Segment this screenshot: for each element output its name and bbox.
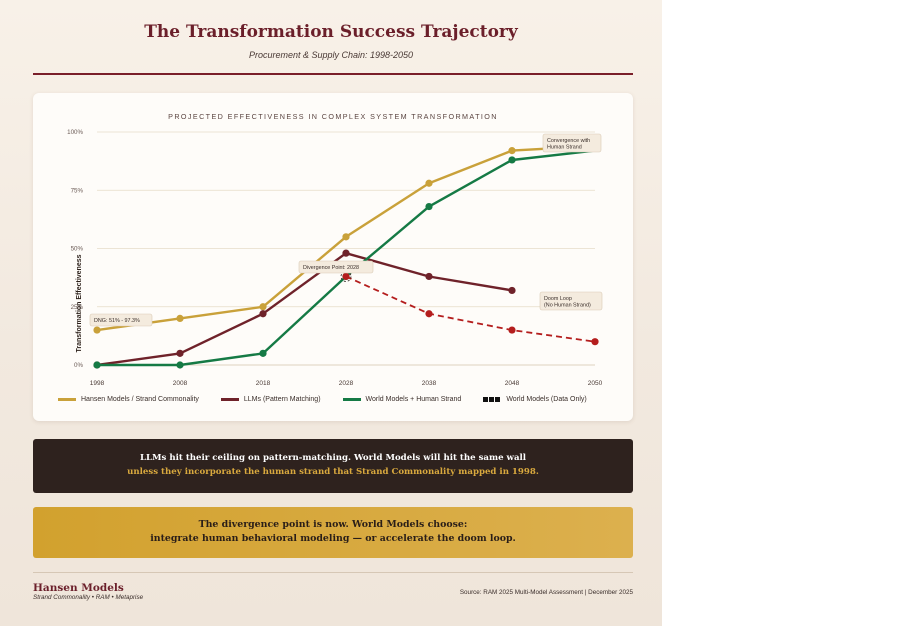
series-line-2 bbox=[97, 149, 596, 367]
data-point bbox=[93, 361, 101, 369]
data-point bbox=[259, 349, 267, 357]
data-point bbox=[425, 310, 433, 318]
annotation-box-1 bbox=[298, 260, 374, 274]
x-tick-label: 2048 bbox=[505, 380, 520, 387]
annotation-box-0 bbox=[89, 313, 153, 327]
insight-line-1: LLMs hit their ceiling on pattern-matchi… bbox=[139, 453, 527, 463]
title-divider bbox=[33, 73, 633, 75]
data-point bbox=[425, 202, 433, 211]
annotation-box-2 bbox=[542, 133, 602, 153]
legend-item-hansen: Hansen Models / Strand Commonality bbox=[58, 396, 199, 403]
legend-label-world-data: World Models (Data Only) bbox=[506, 395, 587, 403]
footer-brand: Hansen Models bbox=[33, 582, 124, 594]
annotation-box-3 bbox=[539, 291, 603, 311]
data-point bbox=[425, 272, 433, 281]
y-tick-label: 25% bbox=[71, 304, 84, 311]
legend-swatch-hansen bbox=[58, 397, 76, 401]
data-point bbox=[508, 326, 516, 334]
y-tick-label: 50% bbox=[71, 246, 84, 253]
data-point bbox=[176, 314, 184, 322]
x-tick-label: 1998 bbox=[90, 380, 105, 387]
legend-label-llms: LLMs (Pattern Matching) bbox=[243, 395, 321, 403]
chart-title: PROJECTED EFFECTIVENESS IN COMPLEX SYSTE… bbox=[168, 112, 498, 121]
x-tick-label: 2050 bbox=[588, 380, 603, 387]
legend-swatch-llms bbox=[220, 397, 239, 401]
report-page: The Transformation Success Trajectory Pr… bbox=[0, 0, 662, 626]
y-axis-title: Transformation Effectiveness bbox=[76, 254, 83, 352]
y-tick-label: 100% bbox=[67, 129, 83, 136]
chart-card: PROJECTED EFFECTIVENESS IN COMPLEX SYSTE… bbox=[33, 93, 633, 421]
callout-line-1: The divergence point is now. World Model… bbox=[198, 519, 468, 530]
legend-item-world-human: World Models + Human Strand bbox=[342, 395, 462, 403]
data-point bbox=[342, 233, 350, 241]
annotation-label-3: Doom Loop (No Human Strand) bbox=[544, 296, 591, 309]
data-point bbox=[342, 272, 350, 281]
annotation-label-2: Convergence with Human Strand bbox=[547, 138, 590, 151]
data-point bbox=[176, 361, 184, 369]
line-chart: 0% 25% 50% 75% 100% 1998 2008 2018 2028 2038 2048 2… bbox=[67, 129, 603, 387]
data-point bbox=[93, 326, 101, 334]
legend-label-hansen: Hansen Models / Strand Commonality bbox=[81, 395, 199, 403]
callout-panel: The divergence point is now. World Model… bbox=[33, 507, 633, 558]
annotation-label-0: DNG: 51% - 97.3% bbox=[94, 318, 140, 324]
data-point bbox=[259, 303, 267, 311]
legend-swatch-world-data bbox=[483, 396, 501, 402]
data-point bbox=[508, 286, 516, 295]
chart-legend: Hansen Models / Strand Commonality LLMs … bbox=[58, 393, 609, 405]
data-point bbox=[591, 338, 599, 346]
x-tick-label: 2018 bbox=[256, 380, 271, 387]
insight-line-2: unless they incorporate the human strand… bbox=[127, 467, 539, 477]
legend-label-world-human: World Models + Human Strand bbox=[365, 395, 462, 403]
x-tick-label: 2038 bbox=[422, 380, 437, 387]
x-tick-label: 2028 bbox=[339, 380, 354, 387]
data-point bbox=[508, 156, 516, 164]
page-subtitle: Procurement & Supply Chain: 1998-2050 bbox=[248, 50, 414, 60]
data-point bbox=[342, 249, 350, 257]
y-tick-label: 75% bbox=[71, 187, 84, 194]
annotation-label-1: Divergence Point: 2028 bbox=[303, 265, 359, 271]
legend-item-world-data: World Models (Data Only) bbox=[483, 395, 587, 403]
data-point bbox=[425, 179, 433, 187]
footer-source: Source: RAM 2025 Multi-Model Assessment … bbox=[459, 589, 633, 596]
divergence-marker bbox=[340, 271, 352, 282]
callout-line-2: integrate human behavioral modeling — or… bbox=[150, 533, 516, 544]
footer-divider bbox=[33, 572, 633, 573]
data-point bbox=[176, 349, 184, 357]
insight-panel: LLMs hit their ceiling on pattern-matchi… bbox=[33, 439, 633, 493]
legend-item-llms: LLMs (Pattern Matching) bbox=[220, 395, 321, 403]
data-point bbox=[259, 310, 267, 318]
footer-brand-tagline: Strand Commonality • RAM • Metaprise bbox=[33, 594, 144, 601]
x-tick-label: 2008 bbox=[173, 380, 188, 387]
series-line-3 bbox=[345, 275, 596, 343]
y-tick-label: 0% bbox=[74, 362, 83, 369]
series-line-1 bbox=[96, 252, 513, 367]
legend-swatch-world-human bbox=[342, 397, 361, 401]
page-title: The Transformation Success Trajectory bbox=[144, 22, 518, 42]
data-point bbox=[508, 147, 516, 155]
